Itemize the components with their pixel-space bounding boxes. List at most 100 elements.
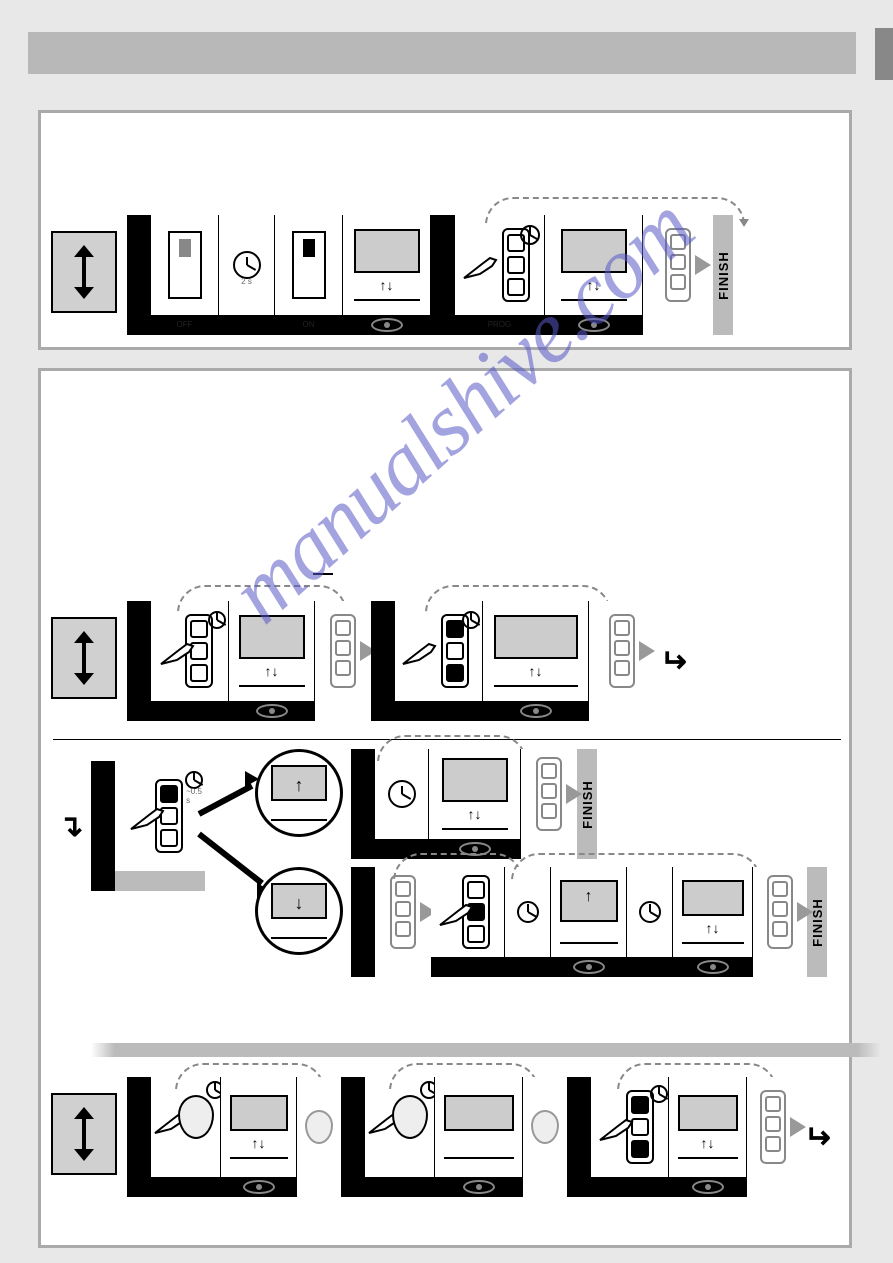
loop-from-above-icon: ↴ xyxy=(51,761,91,891)
strip-branch-up: ↑↓ FINISH xyxy=(351,749,611,859)
cell-press-up: ~0.5 s xyxy=(115,761,205,891)
step-flag-1: 1 xyxy=(127,215,151,335)
cell-release xyxy=(315,601,371,721)
clock-small-icon xyxy=(462,611,480,629)
cell-press-both xyxy=(395,601,483,721)
remote-both-press-icon xyxy=(409,614,469,688)
clock-small-icon xyxy=(208,611,226,629)
release-arrow-icon xyxy=(639,641,655,661)
cell-label: OFF xyxy=(151,315,218,335)
strip-single-button: ↑↓ xyxy=(51,1077,841,1197)
egg-button-icon xyxy=(531,1110,559,1144)
remote-press-stop-icon xyxy=(446,875,490,949)
roller-icon: ↑↓ xyxy=(230,1095,288,1159)
step-flag-2: 2 xyxy=(371,601,395,721)
roller-up-icon: ↑ xyxy=(271,765,327,821)
cell-result-move: ↑↓ xyxy=(669,1077,747,1197)
clock-icon xyxy=(517,901,539,923)
cell-press-up-down xyxy=(151,601,229,721)
finish-label: FINISH xyxy=(716,251,731,300)
remote-press-up-icon xyxy=(137,779,183,853)
egg-button-icon xyxy=(305,1110,333,1144)
cell-moves-up: ↑ xyxy=(551,867,627,977)
breaker-on-icon xyxy=(292,231,326,299)
clock-small-icon: ~0.5 s xyxy=(185,771,203,789)
cell-press-both xyxy=(591,1077,669,1197)
remote-icon xyxy=(330,614,356,688)
circle-moves-down: ↓ xyxy=(255,867,343,955)
goal-blind-icon xyxy=(51,1093,123,1181)
cell-press-egg xyxy=(151,1077,221,1197)
continue-arrow: ↵ xyxy=(799,1077,835,1197)
panel-programming: 1 ↑↓ xyxy=(38,368,852,1248)
cell-egg-release xyxy=(523,1077,567,1197)
panel-pre-recorded: 1 OFF 2 s ON ↑↓ 2 xyxy=(38,110,852,350)
cell-result-move xyxy=(435,1077,523,1197)
cell-breaker-off: OFF xyxy=(151,215,219,335)
remote-icon xyxy=(390,875,416,949)
clock-icon: 2 s xyxy=(233,251,261,279)
step-flag-2: 2 xyxy=(431,215,455,335)
step-flag-2 xyxy=(341,1077,365,1197)
finish-marker: FINISH xyxy=(713,215,733,335)
egg-button-icon xyxy=(392,1095,428,1139)
hand-icon xyxy=(462,248,502,282)
cell-press-egg xyxy=(365,1077,435,1197)
roller-icon: ↑↓ xyxy=(561,229,627,301)
remote-icon xyxy=(767,875,793,949)
clock-small-icon xyxy=(650,1085,668,1103)
roller-icon xyxy=(444,1095,514,1159)
strip-power-cycle: 1 OFF 2 s ON ↑↓ 2 xyxy=(51,215,841,335)
egg-button-icon xyxy=(178,1095,214,1139)
roller-icon: ↑↓ xyxy=(239,615,305,687)
cell-release-remote xyxy=(643,215,713,335)
remote-icon xyxy=(760,1090,786,1164)
cell-result-move: ↑↓ xyxy=(229,601,315,721)
roller-icon: ↑↓ xyxy=(682,880,744,944)
cell-wait xyxy=(505,867,551,977)
step-flag-3: 3 xyxy=(91,761,115,891)
cell-wait xyxy=(627,867,673,977)
step-flag-4a xyxy=(351,749,375,859)
section-divider-bar xyxy=(91,1043,881,1057)
cell-result-move: ↑↓ xyxy=(483,601,589,721)
release-arrow-icon xyxy=(695,255,711,275)
cell-release xyxy=(521,749,577,859)
step-flag-3 xyxy=(567,1077,591,1197)
roller-icon: ↑↓ xyxy=(354,229,420,301)
finish-marker: FINISH xyxy=(807,867,827,977)
goal-blind-icon xyxy=(51,617,123,705)
roller-icon: ↑↓ xyxy=(442,758,508,830)
cell-press-remote-a: PROG xyxy=(455,215,545,335)
observe-footer xyxy=(343,315,430,335)
cell-result-move: ↑↓ xyxy=(221,1077,297,1197)
remote-icon xyxy=(609,614,635,688)
cell-release xyxy=(747,1077,799,1197)
roller-icon: ↑↓ xyxy=(678,1095,738,1159)
cell-release xyxy=(589,601,655,721)
cell-wait xyxy=(375,749,429,859)
cell-press-stop xyxy=(431,867,505,977)
remote-icon xyxy=(536,757,562,831)
clock-icon xyxy=(388,780,416,808)
step-flag-4b xyxy=(351,867,375,977)
page-edge-tab xyxy=(875,28,893,80)
finish-marker: FINISH xyxy=(577,749,597,859)
remote-icon xyxy=(665,228,691,302)
cell-result-move-a: ↑↓ xyxy=(343,215,431,335)
strip-enter-prog: 1 ↑↓ xyxy=(51,601,841,721)
continue-arrow: ↵ xyxy=(655,601,691,721)
clock-icon xyxy=(639,901,661,923)
step-flag-1 xyxy=(127,1077,151,1197)
cell-release xyxy=(753,867,807,977)
cell-label: ON xyxy=(275,315,342,335)
cell-label: PROG xyxy=(455,315,544,335)
cell-wait-2s-a: 2 s xyxy=(219,215,275,335)
cell-result-move: ↑↓ xyxy=(673,867,753,977)
remote-press-icon xyxy=(167,614,213,688)
clock-small-icon xyxy=(520,225,540,245)
goal-blind-icon xyxy=(51,231,123,319)
roller-up-icon: ↑ xyxy=(560,880,618,944)
breaker-off-icon xyxy=(168,231,202,299)
remote-both-press-icon xyxy=(606,1090,654,1164)
